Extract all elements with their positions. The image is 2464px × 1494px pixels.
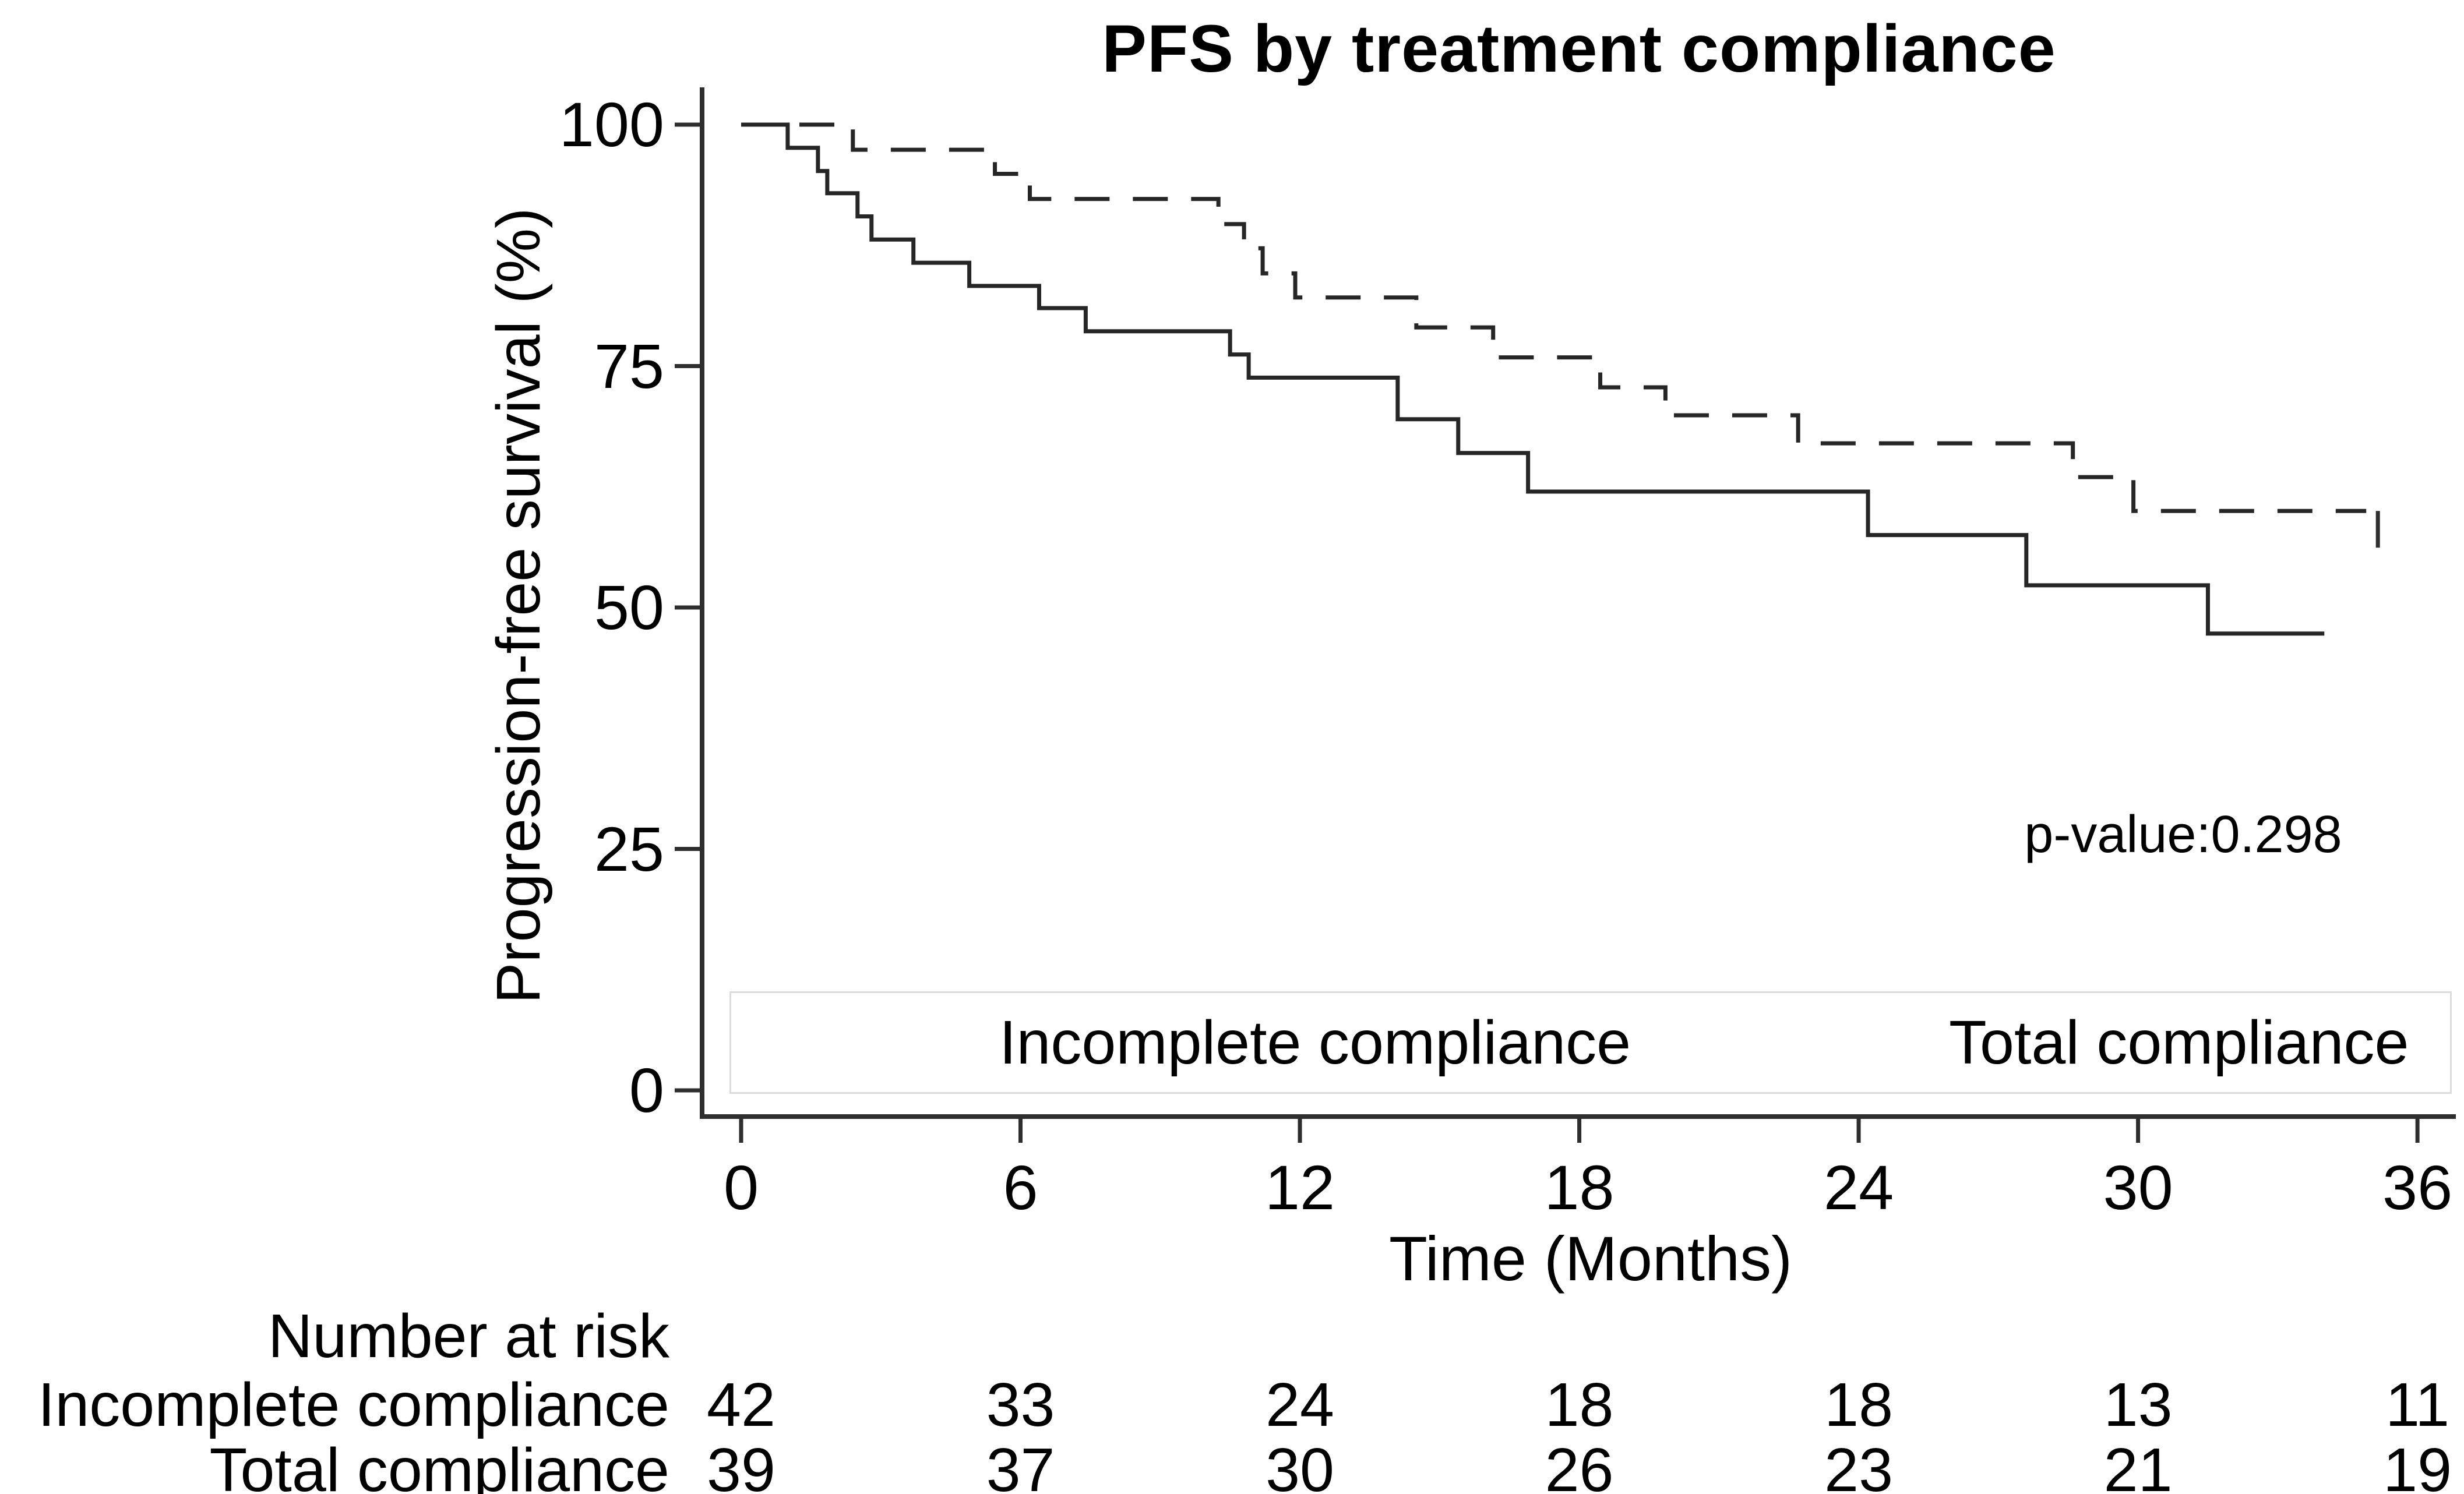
risk-count: 21 [2103,1436,2173,1494]
x-tick-label: 30 [2103,1152,2173,1223]
x-tick-label: 12 [1264,1152,1335,1223]
risk-count: 26 [1545,1436,1614,1494]
risk-count: 11 [2385,1371,2450,1439]
risk-count: 42 [707,1371,775,1439]
y-axis-label: Progression-free survival (%) [484,207,553,1004]
legend [729,991,2452,1094]
legend-label-total-compliance: Total compliance [1949,1008,2409,1077]
risk-count: 33 [986,1371,1055,1439]
curve-incomplete-compliance [741,122,2325,636]
risk-row-label: Incomplete compliance [37,1371,669,1439]
y-tick-label: 25 [594,813,664,884]
x-axis-label: Time (Months) [1388,1223,1793,1294]
risk-count: 24 [1266,1371,1334,1439]
risk-count: 19 [2383,1436,2452,1494]
risk-count: 39 [707,1436,775,1494]
legend-label-incomplete-compliance: Incomplete compliance [999,1008,1631,1077]
y-tick-label: 50 [594,572,664,642]
risk-row-label: Total compliance [209,1436,669,1494]
chart-title: PFS by treatment compliance [1102,12,2056,86]
x-tick-label: 18 [1544,1152,1615,1223]
risk-count: 18 [1545,1371,1614,1439]
risk-count: 18 [1824,1371,1894,1439]
x-tick-label: 24 [1824,1152,1894,1223]
y-tick-label: 0 [629,1055,664,1125]
x-tick-label: 0 [723,1152,759,1223]
risk-count: 37 [986,1436,1055,1494]
x-tick-label: 36 [2382,1152,2453,1223]
y-tick-label: 75 [594,330,664,401]
risk-count: 13 [2103,1371,2173,1439]
x-tick-label: 6 [1003,1152,1038,1223]
number-at-risk-header: Number at risk [267,1302,669,1371]
risk-count: 23 [1824,1436,1894,1494]
y-tick-label: 100 [559,89,664,160]
risk-count: 30 [1266,1436,1334,1494]
p-value-annotation: p-value:0.298 [2024,806,2342,864]
curve-total-compliance [741,122,2367,513]
